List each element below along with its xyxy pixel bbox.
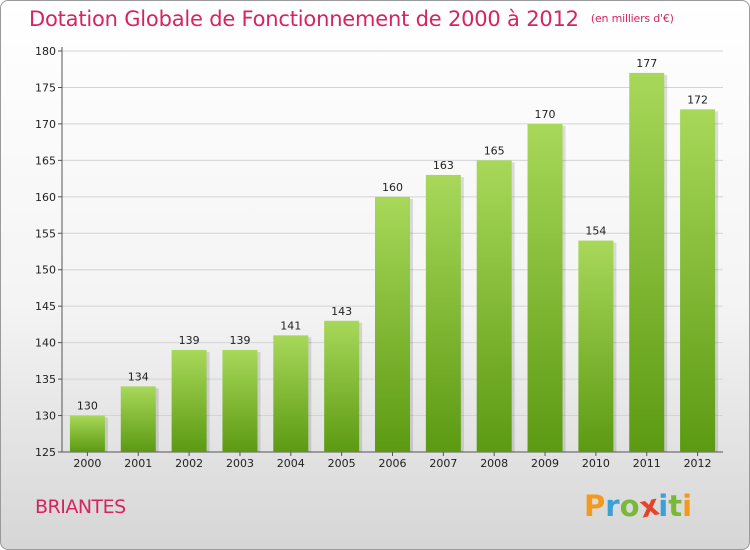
bar-2001[interactable] xyxy=(120,386,156,452)
bar-2008[interactable] xyxy=(476,160,512,452)
value-label-2005: 143 xyxy=(331,305,352,318)
x-tick-label-2010: 2010 xyxy=(582,457,610,470)
logo-letter: r xyxy=(605,489,620,523)
value-label-2004: 141 xyxy=(280,319,301,332)
logo-letter: i xyxy=(682,489,693,523)
bar-2000[interactable] xyxy=(69,415,105,452)
x-tick-label-2002: 2002 xyxy=(175,457,203,470)
x-tick-label-2001: 2001 xyxy=(124,457,152,470)
y-tick-label: 170 xyxy=(35,118,56,131)
bar-2006[interactable] xyxy=(375,196,410,452)
logo-letter: P xyxy=(584,489,606,523)
bar-2011[interactable] xyxy=(629,72,665,452)
y-tick-label: 180 xyxy=(35,45,56,58)
bar-2010[interactable] xyxy=(578,240,614,452)
x-tick-label-2004: 2004 xyxy=(277,457,305,470)
y-tick-label: 165 xyxy=(35,154,56,167)
value-label-2011: 177 xyxy=(636,57,657,70)
bar-2005[interactable] xyxy=(324,320,360,452)
value-label-2006: 160 xyxy=(382,181,403,194)
x-tick-label-2009: 2009 xyxy=(531,457,559,470)
bar-2002[interactable] xyxy=(171,349,207,452)
value-label-2007: 163 xyxy=(433,159,454,172)
x-tick-label-2008: 2008 xyxy=(480,457,508,470)
chart-title: Dotation Globale de Fonctionnement de 20… xyxy=(29,7,674,31)
x-tick-label-2006: 2006 xyxy=(379,457,407,470)
value-label-2001: 134 xyxy=(128,370,149,383)
y-tick-label: 125 xyxy=(35,446,56,459)
value-label-2002: 139 xyxy=(179,334,200,347)
commune-name: BRIANTES xyxy=(35,496,126,518)
bar-2003[interactable] xyxy=(222,349,258,452)
logo-letter: t xyxy=(668,489,683,523)
bar-2007[interactable] xyxy=(425,174,461,453)
y-tick-label: 140 xyxy=(35,337,56,350)
y-tick-label: 145 xyxy=(35,300,56,313)
bar-2009[interactable] xyxy=(527,123,563,452)
value-label-2009: 170 xyxy=(535,108,556,121)
x-tick-label-2011: 2011 xyxy=(633,457,661,470)
x-tick-label-2003: 2003 xyxy=(226,457,254,470)
x-tick-label-2007: 2007 xyxy=(429,457,457,470)
value-label-2010: 154 xyxy=(585,225,606,238)
y-tick-label: 160 xyxy=(35,191,56,204)
logo-letter: o xyxy=(619,489,640,523)
chart-title-text: Dotation Globale de Fonctionnement de 20… xyxy=(29,7,579,31)
y-tick-label: 135 xyxy=(35,373,56,386)
x-tick-label-2005: 2005 xyxy=(328,457,356,470)
value-label-2003: 139 xyxy=(229,334,250,347)
labels: 125 130 135 140 145 150 155 160 165 170 175 180 130 2… xyxy=(35,45,712,470)
bars xyxy=(69,72,719,453)
y-tick-label: 150 xyxy=(35,264,56,277)
y-tick-label: 130 xyxy=(35,410,56,423)
chart-unit: (en milliers d'€) xyxy=(590,12,674,25)
y-tick-label: 175 xyxy=(35,81,56,94)
value-label-2000: 130 xyxy=(77,400,98,413)
value-label-2008: 165 xyxy=(484,144,505,157)
logo-letter: i xyxy=(658,489,669,523)
value-label-2012: 172 xyxy=(687,93,708,106)
x-tick-label-2012: 2012 xyxy=(684,457,712,470)
proxiti-logo[interactable]: Proxiti xyxy=(584,487,693,524)
bar-2012[interactable] xyxy=(680,109,716,452)
x-tick-label-2000: 2000 xyxy=(73,457,101,470)
y-tick-label: 155 xyxy=(35,227,56,240)
bar-2004[interactable] xyxy=(273,335,309,452)
